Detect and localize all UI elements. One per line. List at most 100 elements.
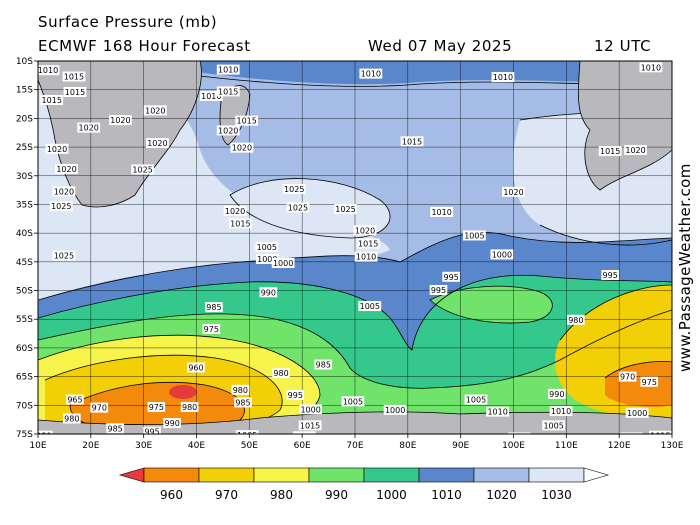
isobar-label-bg (271, 257, 295, 268)
isobar-label-bg (549, 406, 573, 417)
isobar-label: 1015 (650, 432, 670, 441)
isobar-label: 980 (273, 369, 288, 378)
isobar-label-bg (507, 432, 531, 434)
lon-label: 70E (346, 441, 363, 451)
isobar-label-bg (341, 396, 365, 407)
lat-label: 30S (16, 172, 33, 182)
isobar-label: 985 (235, 398, 250, 407)
isobar-label-bg (486, 406, 510, 417)
isobar-label: 980 (64, 415, 79, 424)
isobar-label: 985 (316, 361, 331, 370)
isobar-label: 995 (288, 391, 303, 400)
isobar-label-bg (230, 142, 254, 153)
isobar-label-bg (163, 418, 181, 429)
isobar-label: 1010 (218, 66, 238, 75)
isobar-label: 1010 (201, 92, 221, 101)
isobar-label: 1020 (218, 126, 238, 135)
lat-label: 40S (16, 229, 33, 239)
lat-label: 75S (16, 430, 33, 440)
isobar-label: 1025 (51, 202, 71, 211)
isobar-label-bg (216, 64, 240, 75)
isobar-label: 1020 (147, 139, 167, 148)
australia-land (577, 61, 672, 191)
isobar-label-bg (429, 284, 448, 295)
isobar-label-bg (49, 201, 73, 212)
lat-label: 70S (16, 401, 33, 411)
isobar-label: 1020 (47, 145, 67, 154)
isobar-label-bg (400, 136, 424, 147)
isobar-label-bg (216, 86, 240, 97)
isobar-label-bg (109, 115, 132, 126)
lon-label: 120E (608, 441, 631, 451)
longitude-labels: 10E 20E 30E 40E 50E 60E 70E 80E 90E 100E 110E 120E 1… (29, 434, 684, 451)
isobar-label-bg (255, 253, 279, 264)
lon-label: 90E (452, 441, 469, 451)
site-credit: www.PassageWeather.com (676, 163, 694, 372)
isobar-label-bg (52, 186, 76, 197)
isobar-label: 990 (549, 390, 564, 399)
isobar-label: 1005 (466, 396, 486, 405)
isobar-label: 980 (568, 316, 583, 325)
isobar-label-bg (52, 250, 76, 261)
isobar-label-bg (106, 423, 124, 434)
isobar-label-bg (502, 186, 525, 197)
isobar-label: 975 (204, 325, 219, 334)
isobar-label: 980 (36, 432, 51, 441)
lat-label: 45S (16, 258, 33, 268)
isobar-label: 1000 (300, 405, 320, 414)
isobar-label: 1000 (257, 255, 277, 264)
isobar-label: 1020 (54, 187, 74, 196)
isobar-label: 1020 (225, 207, 245, 216)
lon-label: 110E (555, 441, 578, 451)
lon-label: 50E (241, 441, 258, 451)
isobar-label: 1005 (343, 397, 363, 406)
field-1010-north (130, 61, 672, 85)
isobar-label-bg (548, 388, 566, 399)
isobar-label-bg (255, 241, 279, 252)
isobar-label-bg (601, 270, 619, 281)
isobar-label-bg (567, 314, 585, 325)
isobar-label: 1020 (145, 106, 165, 115)
isobar-label-bg (463, 230, 486, 241)
isobar-label: 990 (261, 288, 276, 297)
forecast-model: ECMWF 168 Hour Forecast (38, 37, 251, 55)
isobar-label-bg (199, 91, 223, 102)
lon-label: 130E (661, 441, 684, 451)
isobar-label: 970 (620, 373, 635, 382)
isobar-label: 985 (107, 424, 122, 433)
isobar-label-bg (231, 384, 250, 395)
isobar-label: 1020 (110, 116, 130, 125)
isobar-label-bg (464, 394, 488, 405)
isobar-label: 1010 (356, 253, 376, 262)
lon-label: 80E (399, 441, 416, 451)
isobar-label-bg (648, 430, 672, 434)
isobar-label: 1015 (402, 137, 422, 146)
lon-label: 30E (135, 441, 152, 451)
isobar-label: 990 (165, 419, 180, 428)
isobar-label-bg (62, 71, 86, 82)
isobar-label-bg (624, 144, 647, 155)
isobar-label: 995 (444, 273, 459, 282)
isobar-label: 1015 (230, 219, 250, 228)
isobar-label: 1020 (79, 124, 99, 133)
isobar-label: 1015 (358, 239, 378, 248)
isobar-label: 1020 (232, 144, 252, 153)
isobar-label-bg (66, 394, 84, 405)
isobar-label-bg (625, 407, 649, 418)
isobar-label: 975 (642, 378, 657, 387)
isobar-label: 1025 (284, 185, 304, 194)
isobar-label: 1015 (64, 72, 84, 81)
forecast-date: Wed 07 May 2025 (368, 37, 513, 55)
isobar-label-bg (286, 202, 310, 213)
isobar-label: 965 (67, 396, 82, 405)
isobar-label-bg (542, 420, 566, 431)
isobar-label: 1015 (218, 87, 238, 96)
isobar-label: 1020 (294, 432, 314, 441)
isobar-label-bg (90, 402, 109, 413)
isobar-label-bg (38, 430, 53, 434)
isobar-label-bg (143, 105, 167, 116)
isobar-label-bg (216, 125, 240, 136)
lat-label: 35S (16, 200, 33, 210)
isobar-label: 1005 (543, 421, 563, 430)
isobar-label-bg (299, 404, 323, 415)
